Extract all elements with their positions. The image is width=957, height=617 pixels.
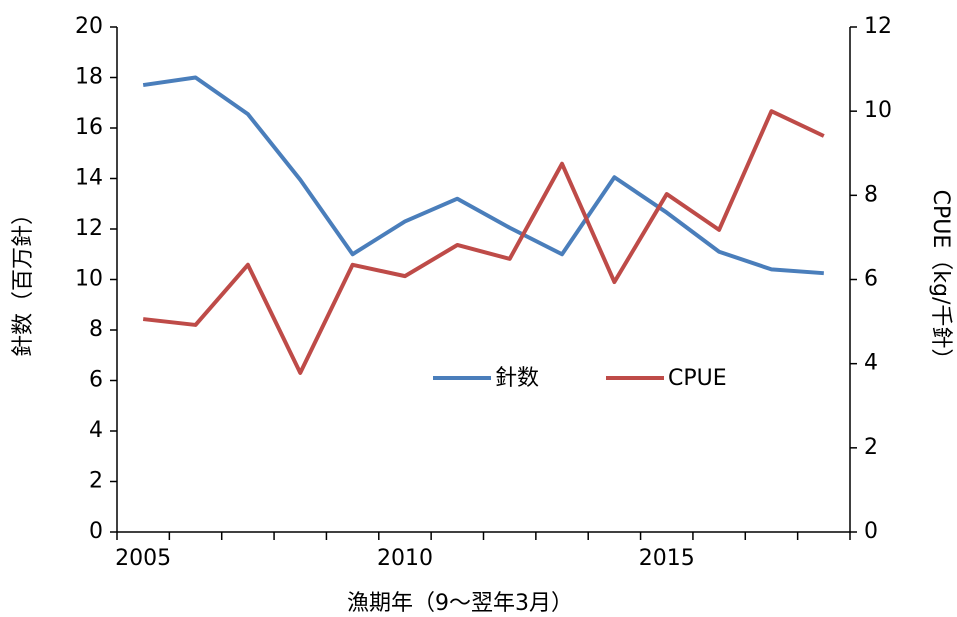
- y2-tick-label: 0: [864, 519, 878, 544]
- legend-label: 針数: [495, 366, 539, 391]
- y2-axis-title: CPUE（kg/千針）: [928, 190, 953, 371]
- y2-tick-label: 6: [864, 267, 878, 292]
- series-line: [142, 75, 824, 276]
- y2-tick-label: 4: [864, 351, 878, 376]
- x-tick-label: 2010: [377, 546, 433, 571]
- y-tick-label: 2: [89, 469, 103, 494]
- y-tick-label: 14: [75, 166, 103, 191]
- y-tick-label: 16: [75, 115, 103, 140]
- y-tick-label: 4: [89, 418, 103, 443]
- y-axis-title: 針数（百万針）: [11, 203, 36, 357]
- y-tick-label: 12: [75, 216, 103, 241]
- y-tick-label: 0: [89, 519, 103, 544]
- y2-tick-label: 8: [864, 182, 878, 207]
- y-tick-label: 6: [89, 368, 103, 393]
- series-line: [142, 109, 825, 375]
- x-axis-title: 漁期年（9～翌年3月）: [347, 591, 573, 616]
- legend-label: CPUE: [668, 366, 727, 391]
- y-tick-label: 18: [75, 65, 103, 90]
- x-tick-label: 2015: [639, 546, 695, 571]
- y2-tick-label: 2: [864, 435, 878, 460]
- x-tick-label: 2005: [115, 546, 171, 571]
- y2-tick-label: 10: [864, 98, 892, 123]
- y-tick-label: 10: [75, 267, 103, 292]
- y-tick-label: 20: [75, 14, 103, 39]
- y2-tick-label: 12: [864, 14, 892, 39]
- y-tick-label: 8: [89, 317, 103, 342]
